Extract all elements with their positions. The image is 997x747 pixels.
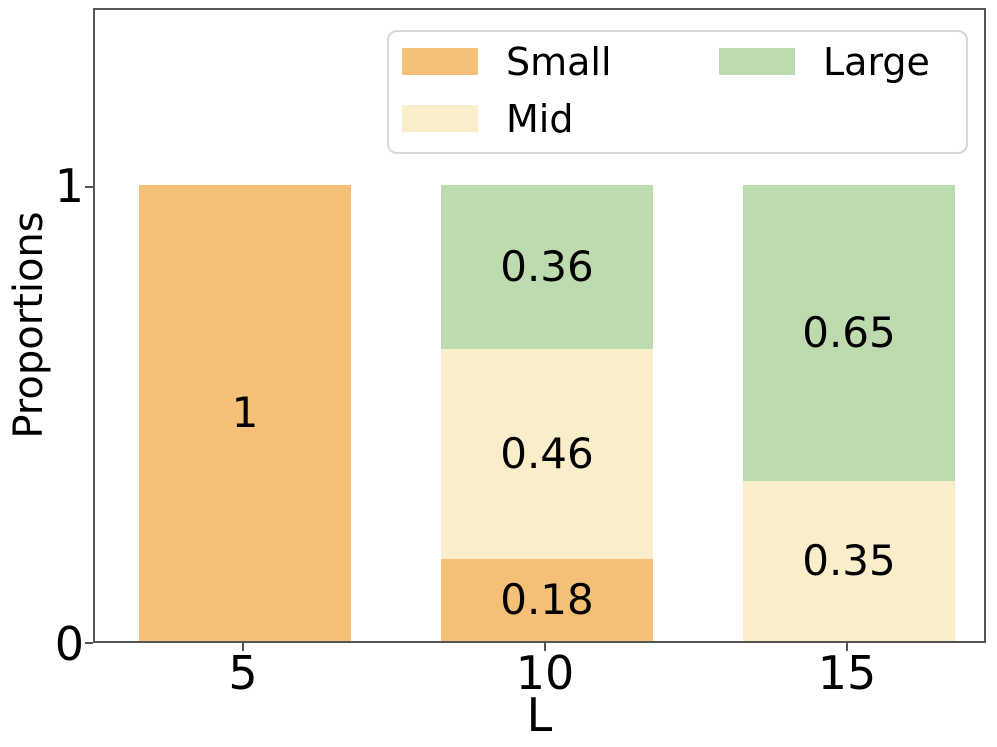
- bar-segment-small: 1: [139, 185, 351, 641]
- legend: Small Mid Large: [387, 30, 968, 154]
- legend-swatch-large: [719, 48, 795, 75]
- legend-item-large: Large: [719, 43, 930, 81]
- y-tick-label-0: 0: [54, 617, 84, 671]
- x-tick-mark: [242, 643, 244, 651]
- bar-15: 0.35 0.65: [743, 185, 955, 641]
- x-tick-mark: [544, 643, 546, 651]
- y-axis-title: Proportions: [6, 211, 52, 439]
- bar-segment-mid: 0.35: [743, 481, 955, 641]
- bar-value-label: 1: [231, 388, 259, 437]
- bar-value-label: 0.18: [500, 574, 594, 624]
- bar-5: 1: [139, 185, 351, 641]
- legend-label: Large: [823, 39, 930, 84]
- bar-value-label: 0.46: [500, 429, 594, 479]
- plot-area: Small Mid Large 1 0.18 0.46 0.36 0.35 0.65: [93, 8, 986, 643]
- legend-label: Mid: [506, 96, 574, 141]
- x-tick-label-10: 10: [515, 646, 575, 700]
- x-tick-label-15: 15: [817, 646, 877, 700]
- bar-segment-large: 0.36: [441, 185, 653, 350]
- x-tick-mark: [846, 643, 848, 651]
- legend-item-small: Small: [402, 43, 612, 81]
- bar-value-label: 0.65: [802, 308, 896, 358]
- bar-value-label: 0.36: [500, 242, 594, 292]
- x-tick-label-5: 5: [228, 646, 258, 700]
- legend-item-mid: Mid: [402, 100, 573, 138]
- y-tick-mark: [85, 642, 93, 644]
- legend-swatch-small: [402, 48, 478, 75]
- bar-segment-small: 0.18: [441, 558, 653, 641]
- legend-label: Small: [506, 39, 612, 84]
- bar-segment-mid: 0.46: [441, 349, 653, 559]
- y-tick-label-1: 1: [54, 159, 84, 213]
- legend-swatch-mid: [402, 105, 478, 132]
- bar-10: 0.18 0.46 0.36: [441, 185, 653, 641]
- bar-value-label: 0.35: [802, 536, 896, 586]
- bar-segment-large: 0.65: [743, 185, 955, 482]
- x-axis-title: L: [526, 688, 553, 742]
- y-tick-mark: [85, 186, 93, 188]
